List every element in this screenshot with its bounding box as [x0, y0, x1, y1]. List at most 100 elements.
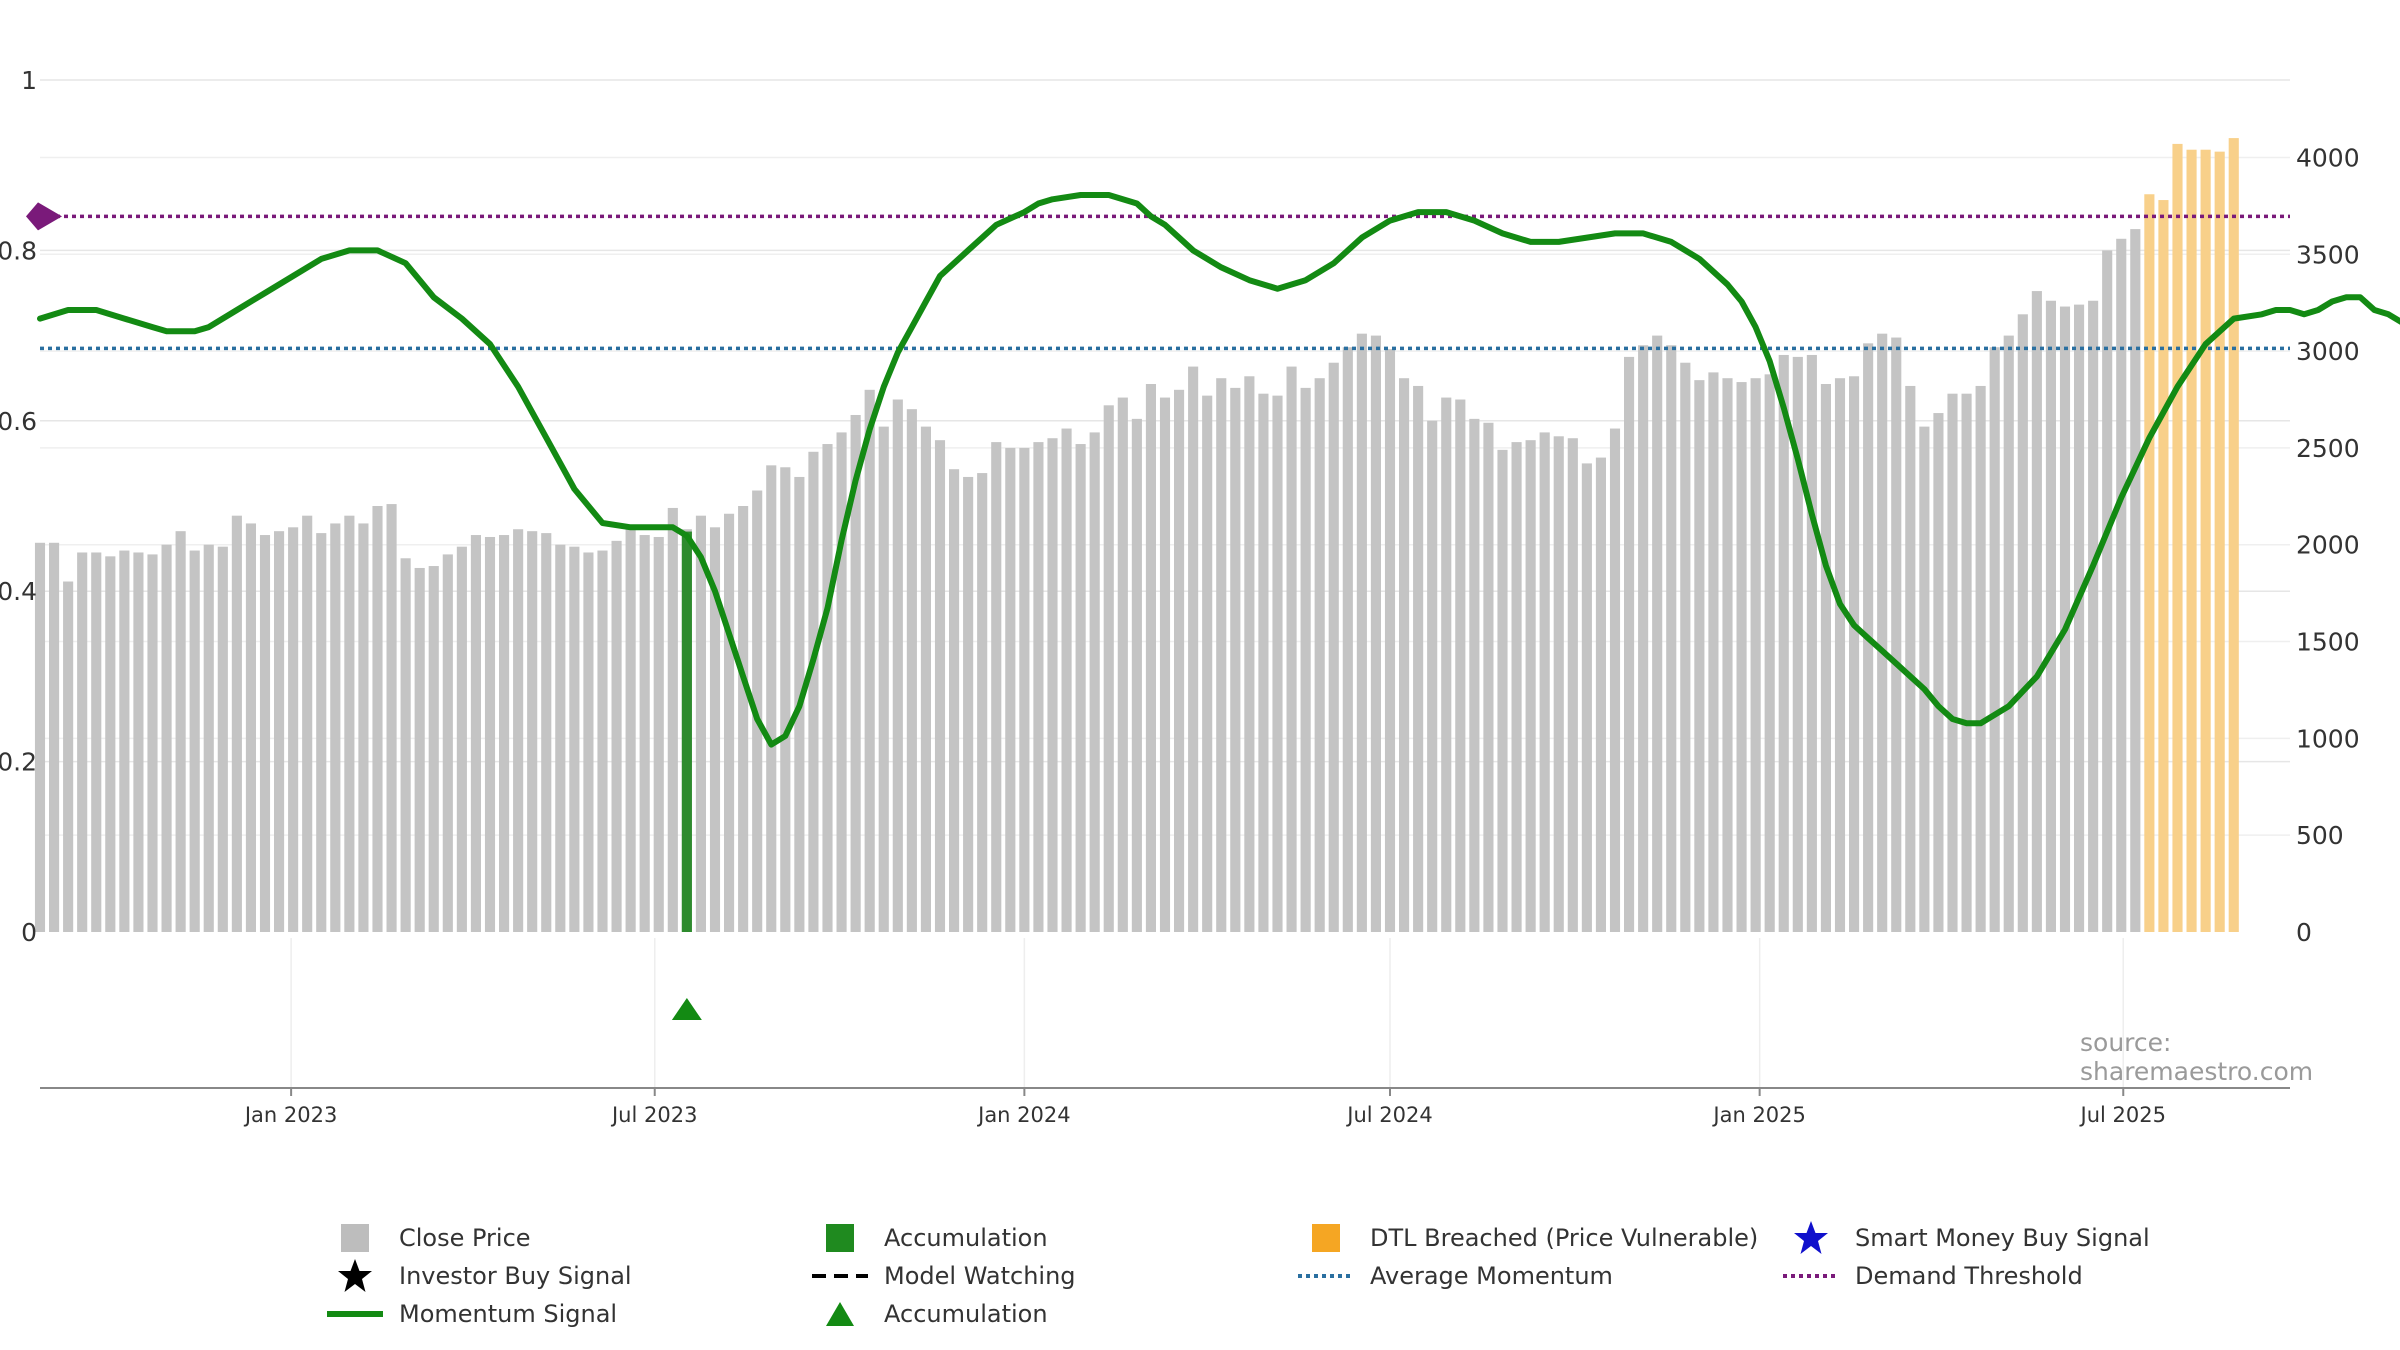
close-price-bar — [1005, 447, 1016, 932]
close-price-bar — [836, 432, 847, 932]
close-price-bar — [2102, 250, 2113, 932]
close-price-bar — [1652, 335, 1663, 933]
demand-threshold-marker — [26, 202, 62, 231]
close-price-bar — [1413, 385, 1424, 933]
close-price-bar — [1019, 447, 1030, 932]
close-price-bar — [1427, 420, 1438, 932]
x-tick-label: Jan 2023 — [243, 1103, 338, 1127]
close-price-bar — [1300, 387, 1311, 932]
dtl-breached-bar — [2144, 194, 2155, 932]
close-price-bar — [2116, 238, 2127, 933]
axes: Jan 2023 Jul 2023 Jan 2024 Jul 2024 Jan 2025… — [0, 66, 2360, 1127]
right-tick-label: 1500 — [2296, 628, 2360, 657]
close-price-bar — [1497, 449, 1508, 932]
close-price-bar — [189, 550, 200, 932]
close-price-bar — [105, 556, 116, 932]
dtl-breached-bar — [2186, 149, 2197, 932]
close-price-bar — [724, 513, 735, 932]
close-price-bar — [977, 473, 988, 932]
close-price-bar — [1286, 366, 1297, 933]
close-price-bar — [1230, 387, 1241, 932]
x-tick-label: Jan 2024 — [976, 1103, 1071, 1127]
close-price-bar — [906, 409, 917, 932]
close-price-bar — [1455, 399, 1466, 932]
source-credit: source: sharemaestro.com — [2080, 1028, 2314, 1086]
close-price-bar — [1441, 397, 1452, 933]
close-price-bar — [2130, 229, 2141, 933]
close-price-bar — [400, 558, 411, 932]
close-price-bar — [850, 414, 861, 932]
reference-lines — [26, 202, 2290, 351]
close-price-bar — [1708, 372, 1719, 933]
close-price-bar — [991, 442, 1002, 932]
close-price-bar — [1469, 418, 1480, 932]
close-price-bar — [583, 552, 594, 932]
close-price-bar — [1877, 333, 1888, 932]
close-price-bar — [653, 536, 664, 932]
dtl-breached-bar — [2214, 151, 2225, 933]
right-tick-label: 0 — [2296, 918, 2312, 947]
close-price-bar — [1778, 354, 1789, 932]
close-price-bar — [91, 552, 102, 932]
close-price-bar — [963, 476, 974, 932]
close-price-bar — [1342, 347, 1353, 933]
momentum-lines — [40, 195, 2400, 1020]
close-price-bar — [864, 389, 875, 932]
close-price-bar — [1905, 385, 1916, 933]
left-tick-label: 0.6 — [0, 407, 37, 436]
close-price-bar — [1328, 362, 1339, 932]
close-price-bar — [1666, 345, 1677, 932]
close-price-bar — [442, 554, 453, 932]
dtl-breached-bar — [2158, 200, 2169, 932]
right-tick-label: 3000 — [2296, 337, 2360, 366]
close-price-bar — [2059, 306, 2071, 932]
close-price-bar — [1047, 438, 1058, 932]
right-tick-label: 2000 — [2296, 531, 2360, 560]
close-price-bar — [1202, 395, 1213, 932]
close-price-bar — [808, 451, 819, 932]
close-price-bar — [695, 515, 706, 932]
close-price-bar — [1820, 384, 1831, 932]
close-price-bar — [1483, 422, 1494, 932]
right-tick-label: 3500 — [2296, 240, 2360, 269]
close-price-bar — [1145, 384, 1156, 932]
close-price-bar — [259, 535, 271, 932]
close-price-bar — [1764, 374, 1775, 932]
close-price-bar — [63, 581, 74, 932]
close-price-bar — [499, 535, 510, 932]
close-price-bar — [1961, 393, 1972, 932]
close-price-bar — [77, 552, 88, 932]
close-price-bar — [892, 399, 903, 932]
close-price-bar — [231, 515, 242, 932]
close-price-bar — [302, 515, 313, 932]
close-price-bar — [1750, 378, 1761, 932]
accumulation-triangle — [671, 998, 702, 1020]
close-price-bar — [1891, 337, 1902, 932]
close-price-bar — [1033, 442, 1044, 932]
close-price-bar — [1061, 428, 1072, 932]
close-price-bar — [1117, 397, 1128, 933]
accumulation-bar — [681, 531, 692, 932]
close-price-bar — [1089, 432, 1100, 932]
close-price-bar — [1525, 440, 1536, 932]
close-price-bar — [358, 523, 369, 932]
close-price-bar — [1539, 432, 1550, 932]
close-price-bar — [597, 550, 608, 932]
close-price-bar — [639, 535, 650, 932]
close-price-bar — [555, 544, 566, 932]
close-price-bar — [1356, 333, 1367, 932]
close-price-bar — [2017, 314, 2028, 932]
close-price-bar — [1314, 378, 1325, 932]
close-price-bar — [1174, 389, 1185, 932]
close-price-bar — [1989, 347, 2000, 933]
close-price-bar — [1680, 362, 1691, 932]
close-price-bar — [949, 469, 960, 932]
close-price-bar — [344, 515, 355, 932]
close-price-bar — [738, 506, 749, 932]
close-price-bar — [1595, 457, 1606, 932]
close-price-bar — [2088, 300, 2099, 932]
close-price-bar — [1131, 418, 1142, 932]
right-tick-label: 1000 — [2296, 724, 2360, 753]
close-price-bar — [2045, 300, 2056, 932]
